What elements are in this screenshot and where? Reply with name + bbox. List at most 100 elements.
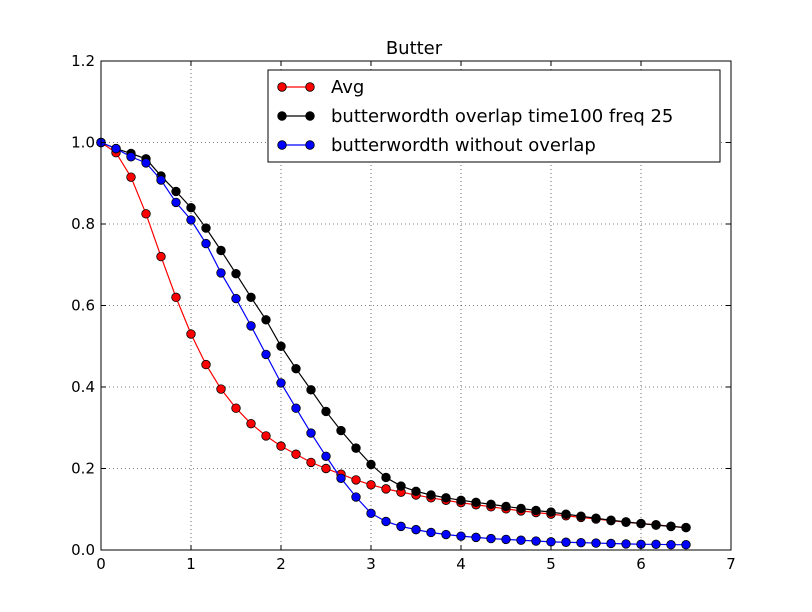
series-line: [100, 141, 686, 546]
data-point: [291, 449, 301, 459]
data-point: [591, 538, 601, 548]
data-point: [486, 499, 496, 510]
data-point: [396, 521, 406, 532]
data-point: [651, 539, 661, 549]
data-point: [321, 406, 331, 417]
data-point: [351, 443, 361, 453]
x-tick-label: 0: [96, 555, 106, 573]
data-point: [156, 251, 166, 262]
legend-marker: [277, 111, 287, 121]
data-point: [591, 513, 601, 523]
data-point: [651, 520, 661, 530]
data-point: [276, 341, 286, 351]
data-point: [426, 490, 436, 500]
data-point: [381, 472, 391, 483]
y-tick-label: 0.6: [71, 297, 95, 315]
data-point: [246, 292, 256, 303]
data-point: [186, 215, 196, 225]
legend-box: [267, 69, 721, 163]
data-point: [141, 158, 151, 168]
series-layer: [96, 137, 691, 550]
data-point: [531, 536, 541, 546]
data-point: [276, 441, 286, 451]
data-point: [321, 451, 331, 461]
data-point: [201, 223, 211, 233]
x-tick-label: 6: [636, 555, 646, 573]
data-point: [366, 459, 376, 470]
data-point: [666, 521, 676, 532]
x-tick-label: 7: [726, 555, 736, 573]
data-point: [561, 537, 571, 547]
legend-marker: [277, 140, 287, 150]
data-point: [576, 537, 586, 548]
data-point: [366, 508, 376, 519]
data-point: [291, 363, 301, 374]
y-tick-label: 0.0: [71, 541, 95, 559]
legend-marker: [305, 140, 315, 150]
data-point: [186, 202, 196, 213]
data-point: [126, 172, 136, 182]
data-point: [606, 515, 616, 525]
data-point: [291, 403, 301, 413]
x-tick-label: 1: [186, 555, 196, 573]
y-tick-label: 0.8: [71, 215, 95, 233]
data-point: [606, 538, 616, 549]
data-point: [231, 269, 241, 279]
data-point: [471, 532, 481, 543]
data-point: [261, 315, 271, 325]
data-point: [666, 540, 676, 550]
data-point: [531, 505, 541, 516]
legend-label: butterwordth without overlap: [331, 135, 596, 156]
series-1: [96, 137, 691, 533]
data-point: [621, 539, 631, 549]
data-point: [171, 292, 181, 303]
series-2: [96, 137, 691, 550]
data-point: [171, 186, 181, 197]
data-point: [426, 527, 436, 538]
data-point: [321, 463, 331, 474]
data-point: [186, 329, 196, 339]
data-point: [381, 516, 391, 527]
data-point: [396, 481, 406, 491]
legend-label: Avg: [331, 77, 364, 98]
data-point: [201, 359, 211, 370]
axis-ticks: 0 1 2 3 4 5 6 7 0.0 0.2 0.4 0.6 0.8 1.0 1.2: [71, 52, 736, 573]
data-point: [456, 531, 466, 541]
data-point: [546, 537, 556, 547]
data-point: [501, 534, 511, 545]
data-point: [276, 378, 286, 388]
x-tick-label: 3: [366, 555, 376, 573]
series-line: [100, 142, 687, 529]
y-tick-label: 0.4: [71, 378, 95, 396]
data-point: [681, 540, 691, 550]
data-point: [216, 268, 226, 278]
y-tick-label: 1.2: [71, 52, 95, 70]
legend-label: butterwordth overlap time100 freq 25: [331, 106, 673, 127]
data-point: [171, 197, 181, 208]
data-point: [306, 385, 316, 395]
data-point: [486, 533, 496, 544]
data-point: [216, 384, 226, 394]
y-tick-label: 0.2: [71, 460, 95, 478]
data-point: [546, 507, 556, 517]
data-point: [246, 321, 256, 331]
y-tick-label: 1.0: [71, 134, 95, 152]
data-point: [411, 486, 421, 497]
data-point: [336, 473, 346, 483]
data-point: [246, 418, 256, 429]
data-point: [231, 293, 241, 304]
data-point: [351, 492, 361, 502]
data-point: [561, 509, 571, 519]
data-point: [141, 209, 151, 219]
data-point: [501, 501, 511, 512]
data-point: [411, 524, 421, 535]
data-point: [441, 493, 451, 503]
data-point: [516, 535, 526, 545]
data-point: [261, 349, 271, 360]
data-point: [576, 511, 586, 521]
legend-marker: [277, 82, 287, 92]
data-point: [156, 175, 166, 185]
data-point: [516, 503, 526, 514]
data-point: [681, 522, 691, 533]
data-point: [231, 403, 241, 413]
